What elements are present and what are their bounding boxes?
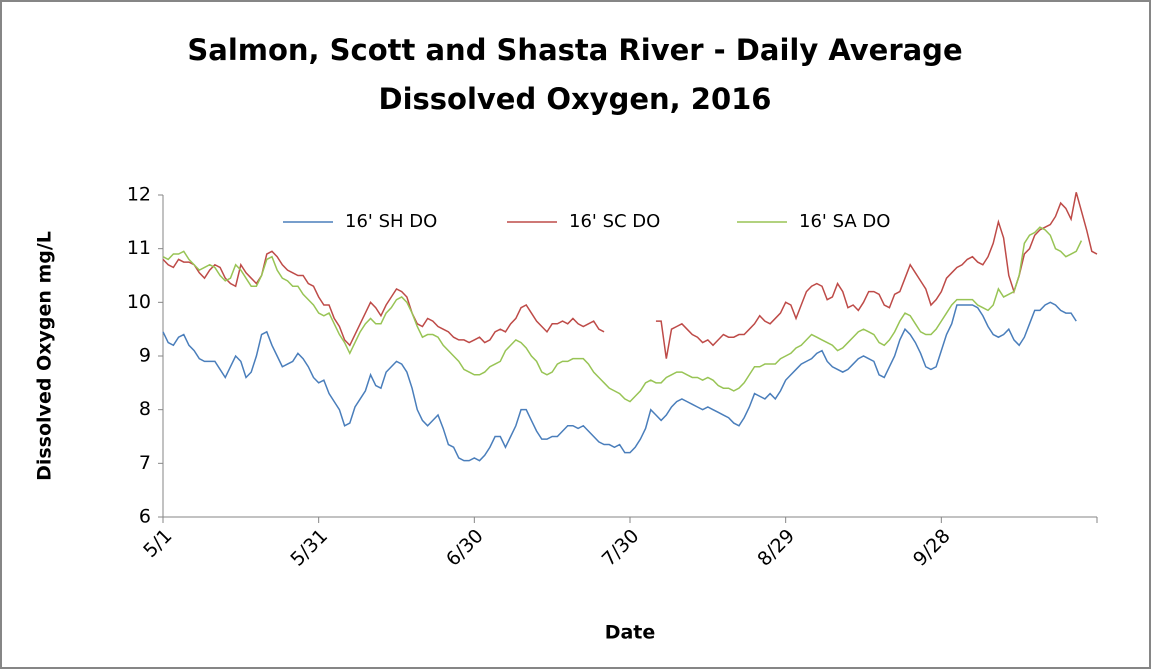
legend-label: 16' SA DO [799,211,890,232]
y-tick-label: 12 [127,184,151,206]
y-tick-label: 6 [139,506,151,528]
y-tick-label: 11 [127,237,151,259]
chart-title: Dissolved Oxygen, 2016 [379,82,772,116]
y-tick-label: 8 [139,398,151,420]
series-line [162,192,1098,359]
x-axis-title: Date [605,622,656,644]
legend-label: 16' SC DO [569,211,660,232]
series-line [162,301,1077,462]
y-tick-label: 9 [139,345,151,367]
y-tick-label: 10 [127,291,151,313]
series-line [162,226,1083,403]
legend-label: 16' SH DO [345,211,437,232]
y-tick-label: 7 [139,452,151,474]
y-axis-title: Dissolved Oxygen mg/L [34,231,56,481]
chart-title: Salmon, Scott and Shasta River - Daily A… [187,33,962,67]
